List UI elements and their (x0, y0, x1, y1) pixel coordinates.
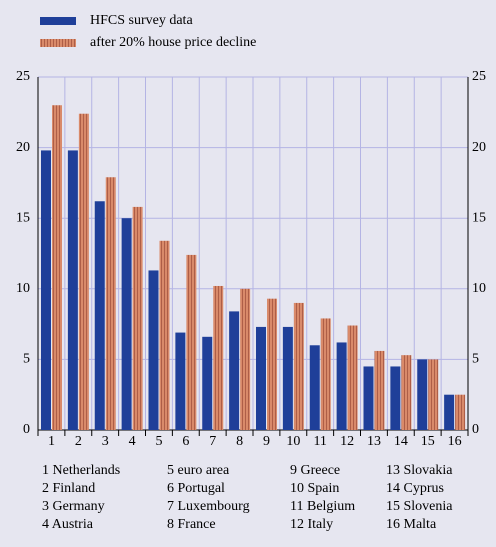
bar (455, 394, 466, 430)
bar (175, 332, 186, 430)
y-tick-label: 25 (16, 69, 30, 84)
x-tick-label: 15 (421, 434, 435, 449)
bar (121, 218, 132, 430)
bar (52, 105, 62, 431)
footnote-label: 10 Spain (290, 481, 339, 496)
x-tick-label: 10 (286, 434, 300, 449)
legend-swatch (40, 17, 76, 25)
bar (148, 270, 159, 430)
footnote-label: 4 Austria (42, 517, 94, 532)
bar (229, 311, 240, 430)
bar (309, 345, 320, 430)
bar (78, 113, 89, 430)
x-tick-label: 2 (75, 434, 82, 449)
bar (282, 326, 293, 430)
bar (132, 206, 143, 430)
bar (256, 326, 266, 430)
y2-tick-label: 0 (472, 422, 479, 437)
footnote-label: 2 Finland (42, 481, 95, 496)
x-tick-label: 8 (236, 434, 243, 449)
bar (105, 177, 116, 430)
footnote-label: 6 Portugal (167, 481, 225, 496)
x-tick-label: 6 (182, 434, 189, 449)
footnote-label: 11 Belgium (290, 499, 355, 514)
footnote-label: 3 Germany (42, 499, 105, 514)
y-tick-label: 5 (23, 352, 30, 367)
bar (336, 342, 347, 430)
y-tick-label: 20 (16, 140, 30, 155)
x-tick-label: 3 (102, 434, 109, 449)
footnote-label: 13 Slovakia (386, 463, 453, 478)
x-tick-label: 14 (394, 434, 408, 449)
footnote-label: 1 Netherlands (42, 463, 120, 478)
bar (41, 150, 51, 430)
y2-tick-label: 10 (472, 281, 486, 296)
x-tick-label: 13 (367, 434, 381, 449)
legend-label: after 20% house price decline (90, 35, 256, 50)
bar (444, 394, 455, 430)
bar (186, 254, 197, 430)
footnote-label: 14 Cyprus (386, 481, 444, 496)
x-tick-label: 1 (48, 434, 55, 449)
bar (401, 355, 412, 430)
legend-label: HFCS survey data (90, 13, 193, 28)
bar (374, 350, 385, 430)
footnote-label: 7 Luxembourg (167, 499, 250, 514)
bar (347, 325, 358, 430)
bar (94, 201, 105, 430)
bar (417, 359, 428, 430)
y-tick-label: 10 (16, 281, 30, 296)
footnote-label: 8 France (167, 517, 216, 532)
footnote-label: 9 Greece (290, 463, 340, 478)
x-tick-label: 7 (209, 434, 216, 449)
y2-tick-label: 25 (472, 69, 486, 84)
footnote-label: 15 Slovenia (386, 499, 453, 514)
y-tick-label: 0 (23, 422, 30, 437)
bar (390, 366, 401, 430)
x-tick-label: 11 (313, 434, 326, 449)
y-tick-label: 15 (16, 210, 30, 225)
bar (213, 285, 224, 430)
bar (240, 288, 251, 430)
bar (267, 298, 277, 430)
y2-tick-label: 5 (472, 352, 479, 367)
footnote-label: 16 Malta (386, 517, 437, 532)
bar (363, 366, 374, 430)
x-tick-label: 9 (263, 434, 270, 449)
bar (320, 318, 331, 430)
y2-tick-label: 20 (472, 140, 486, 155)
bar (428, 359, 439, 430)
bar (159, 240, 170, 430)
y2-tick-label: 15 (472, 210, 486, 225)
bar (67, 150, 78, 430)
bar (293, 302, 304, 430)
x-tick-label: 16 (448, 434, 462, 449)
footnote-label: 12 Italy (290, 517, 333, 532)
x-tick-label: 5 (155, 434, 162, 449)
x-tick-label: 12 (340, 434, 354, 449)
footnote-label: 5 euro area (167, 463, 230, 478)
bar (202, 336, 213, 430)
legend-swatch (40, 39, 76, 47)
x-tick-label: 4 (129, 434, 136, 449)
